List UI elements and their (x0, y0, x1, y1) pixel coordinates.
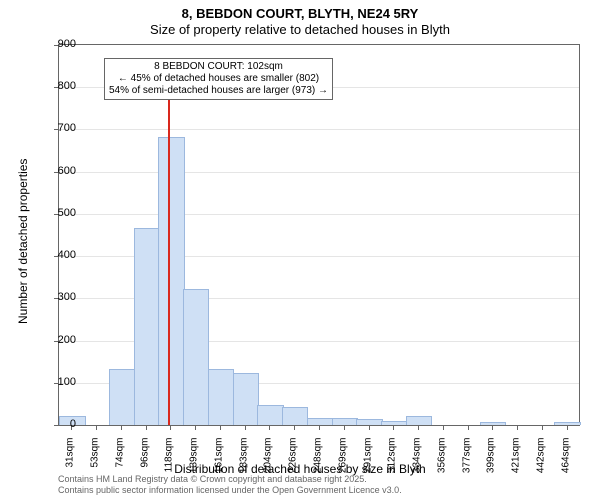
histogram-bar (134, 228, 160, 425)
xtick-label: 399sqm (486, 438, 497, 478)
ytick-label: 400 (40, 249, 76, 261)
histogram-bar (158, 137, 184, 425)
xtick-label: 291sqm (362, 438, 373, 478)
xtick-mark (220, 425, 221, 430)
xtick-label: 161sqm (213, 438, 224, 478)
xtick-label: 183sqm (238, 438, 249, 478)
xtick-label: 312sqm (387, 438, 398, 478)
gridline (59, 129, 579, 130)
xtick-label: 464sqm (560, 438, 571, 478)
xtick-label: 226sqm (288, 438, 299, 478)
xtick-label: 334sqm (412, 438, 423, 478)
xtick-mark (517, 425, 518, 430)
histogram-bar (307, 418, 333, 425)
xtick-mark (567, 425, 568, 430)
xtick-label: 118sqm (164, 438, 175, 478)
xtick-mark (468, 425, 469, 430)
gridline (59, 214, 579, 215)
xtick-mark (393, 425, 394, 430)
xtick-mark (344, 425, 345, 430)
ytick-label: 700 (40, 122, 76, 134)
xtick-mark (96, 425, 97, 430)
chart-title-line1: 8, BEBDON COURT, BLYTH, NE24 5RY (0, 6, 600, 21)
plot-area: 8 BEBDON COURT: 102sqm← 45% of detached … (58, 44, 580, 426)
ytick-label: 200 (40, 334, 76, 346)
xtick-label: 269sqm (337, 438, 348, 478)
gridline (59, 172, 579, 173)
histogram-bar (406, 416, 432, 425)
footer-line1: Contains HM Land Registry data © Crown c… (58, 474, 402, 485)
histogram-bar (332, 418, 358, 425)
marker-line (168, 66, 170, 425)
xtick-label: 442sqm (535, 438, 546, 478)
xtick-mark (319, 425, 320, 430)
y-axis-label: Number of detached properties (16, 159, 30, 324)
xtick-mark (369, 425, 370, 430)
xtick-mark (418, 425, 419, 430)
xtick-label: 248sqm (313, 438, 324, 478)
xtick-label: 139sqm (189, 438, 200, 478)
ytick-label: 600 (40, 165, 76, 177)
histogram-bar (257, 405, 283, 425)
annotation-line: ← 45% of detached houses are smaller (80… (109, 73, 328, 85)
xtick-label: 74sqm (114, 438, 125, 478)
histogram-bar (282, 407, 308, 425)
xtick-mark (492, 425, 493, 430)
xtick-label: 31sqm (65, 438, 76, 478)
xtick-mark (443, 425, 444, 430)
ytick-label: 500 (40, 207, 76, 219)
ytick-label: 100 (40, 376, 76, 388)
xtick-mark (245, 425, 246, 430)
xtick-mark (195, 425, 196, 430)
chart-container: 8, BEBDON COURT, BLYTH, NE24 5RY Size of… (0, 0, 600, 500)
footer-attribution: Contains HM Land Registry data © Crown c… (58, 474, 402, 496)
histogram-bar (109, 369, 135, 425)
xtick-label: 356sqm (436, 438, 447, 478)
footer-line2: Contains public sector information licen… (58, 485, 402, 496)
annotation-box: 8 BEBDON COURT: 102sqm← 45% of detached … (104, 58, 333, 100)
histogram-bar (554, 422, 580, 425)
xtick-mark (294, 425, 295, 430)
annotation-line: 54% of semi-detached houses are larger (… (109, 85, 328, 97)
xtick-label: 204sqm (263, 438, 274, 478)
chart-title-line2: Size of property relative to detached ho… (0, 22, 600, 37)
xtick-mark (542, 425, 543, 430)
xtick-label: 377sqm (461, 438, 472, 478)
histogram-bar (233, 373, 259, 425)
histogram-bar (183, 289, 209, 425)
annotation-line: 8 BEBDON COURT: 102sqm (109, 61, 328, 73)
ytick-label: 300 (40, 291, 76, 303)
ytick-label: 0 (40, 418, 76, 430)
xtick-label: 96sqm (139, 438, 150, 478)
xtick-mark (146, 425, 147, 430)
xtick-mark (121, 425, 122, 430)
histogram-bar (208, 369, 234, 425)
xtick-label: 53sqm (90, 438, 101, 478)
ytick-label: 800 (40, 80, 76, 92)
xtick-label: 421sqm (511, 438, 522, 478)
xtick-mark (269, 425, 270, 430)
xtick-mark (170, 425, 171, 430)
ytick-label: 900 (40, 38, 76, 50)
